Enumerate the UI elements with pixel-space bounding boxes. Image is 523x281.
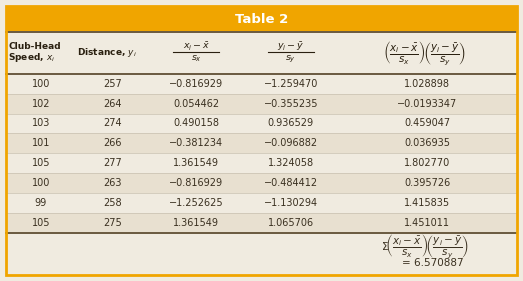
Text: $y_i - \bar{y}$: $y_i - \bar{y}$ [277, 40, 304, 53]
Bar [6, 114, 517, 133]
Text: −0.816929: −0.816929 [169, 79, 223, 89]
Bar [6, 213, 517, 233]
Text: $x_i - \bar{x}$: $x_i - \bar{x}$ [183, 40, 210, 53]
Text: 1.802770: 1.802770 [404, 158, 450, 168]
Text: Speed, $x_i$: Speed, $x_i$ [8, 51, 55, 64]
Text: 263: 263 [103, 178, 121, 188]
Text: 1.028898: 1.028898 [404, 79, 450, 89]
Bar [6, 133, 517, 153]
Text: 99: 99 [35, 198, 47, 208]
Text: 277: 277 [103, 158, 121, 168]
Text: 101: 101 [31, 139, 50, 148]
Text: Club-Head: Club-Head [8, 42, 61, 51]
Text: 1.451011: 1.451011 [404, 218, 450, 228]
Text: 0.054462: 0.054462 [173, 99, 220, 108]
Text: 264: 264 [103, 99, 121, 108]
Text: 100: 100 [31, 79, 50, 89]
Text: 275: 275 [103, 218, 121, 228]
Text: −0.096882: −0.096882 [264, 139, 318, 148]
Bar [6, 94, 517, 114]
Text: −0.0193347: −0.0193347 [397, 99, 458, 108]
Text: Distance, $y_i$: Distance, $y_i$ [77, 46, 137, 59]
Text: −1.130294: −1.130294 [264, 198, 318, 208]
Text: 1.361549: 1.361549 [174, 218, 220, 228]
Text: −1.252625: −1.252625 [169, 198, 224, 208]
Bar [6, 153, 517, 173]
Text: $s_y$: $s_y$ [286, 53, 297, 65]
Text: 100: 100 [31, 178, 50, 188]
Text: 102: 102 [31, 99, 50, 108]
Text: $\left(\dfrac{x_i - \bar{x}}{s_x}\right)\!\left(\dfrac{y_i - \bar{y}}{s_y}\right: $\left(\dfrac{x_i - \bar{x}}{s_x}\right)… [383, 39, 467, 67]
Bar [6, 173, 517, 193]
Text: 1.415835: 1.415835 [404, 198, 450, 208]
Text: −1.259470: −1.259470 [264, 79, 318, 89]
Bar [6, 32, 517, 74]
Bar [6, 193, 517, 213]
Text: 0.459047: 0.459047 [404, 119, 450, 128]
Text: $\Sigma\!\left(\dfrac{x_i - \bar{x}}{s_x}\right)\!\left(\dfrac{y_i - \bar{y}}{s_: $\Sigma\!\left(\dfrac{x_i - \bar{x}}{s_x… [381, 232, 469, 260]
Text: 105: 105 [31, 158, 50, 168]
Text: 105: 105 [31, 218, 50, 228]
Text: 1.065706: 1.065706 [268, 218, 314, 228]
Bar [6, 233, 517, 275]
Text: Table 2: Table 2 [235, 13, 288, 26]
Text: −0.355235: −0.355235 [264, 99, 318, 108]
Text: 0.490158: 0.490158 [174, 119, 220, 128]
Text: $s_x$: $s_x$ [191, 54, 202, 64]
Text: 258: 258 [103, 198, 121, 208]
Text: 1.324058: 1.324058 [268, 158, 314, 168]
Text: 266: 266 [103, 139, 121, 148]
Bar [6, 6, 517, 32]
Text: 274: 274 [103, 119, 121, 128]
Bar [6, 74, 517, 94]
Text: −0.381234: −0.381234 [169, 139, 223, 148]
Text: 1.361549: 1.361549 [174, 158, 220, 168]
Text: 103: 103 [31, 119, 50, 128]
Text: 257: 257 [103, 79, 121, 89]
Text: 0.936529: 0.936529 [268, 119, 314, 128]
Text: = 6.570887: = 6.570887 [402, 258, 463, 268]
Text: 0.395726: 0.395726 [404, 178, 450, 188]
Text: −0.816929: −0.816929 [169, 178, 223, 188]
Text: −0.484412: −0.484412 [264, 178, 318, 188]
Text: 0.036935: 0.036935 [404, 139, 450, 148]
